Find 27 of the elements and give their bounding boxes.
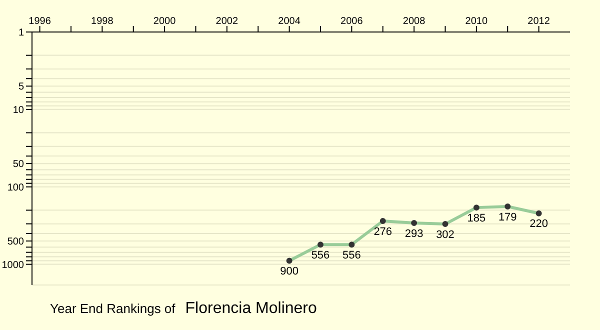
data-label: 179	[498, 211, 517, 224]
y-tick-label: 1	[18, 28, 24, 39]
data-label: 302	[436, 228, 454, 241]
x-tick-label: 2006	[340, 16, 364, 27]
y-tick-label: 10	[12, 104, 24, 116]
data-label: 556	[342, 249, 361, 262]
data-label: 293	[404, 228, 424, 240]
x-tick-label: 1996	[28, 16, 52, 27]
data-label: 185	[467, 212, 486, 224]
data-label: 276	[374, 226, 392, 238]
y-tick-label: 100	[7, 182, 24, 194]
x-tick-label: 2002	[216, 16, 238, 27]
x-tick-label: 2008	[402, 16, 426, 27]
x-tick-label: 2010	[465, 16, 488, 27]
y-tick-label: 50	[12, 159, 24, 170]
text: Florencia Molinero	[185, 300, 317, 318]
x-tick-label: 2012	[528, 16, 550, 27]
y-tick-label: 500	[7, 236, 24, 248]
x-tick-label: 2004	[278, 16, 301, 27]
x-tick-label: 1998	[91, 16, 114, 27]
text: Year End Rankings of	[50, 301, 176, 316]
data-label: 220	[530, 218, 548, 230]
data-label: 556	[311, 249, 330, 262]
y-tick-label: 5	[18, 82, 24, 93]
data-label: 900	[280, 266, 298, 278]
y-tick-label: 1000	[2, 260, 24, 271]
x-tick-label: 2000	[153, 16, 176, 27]
